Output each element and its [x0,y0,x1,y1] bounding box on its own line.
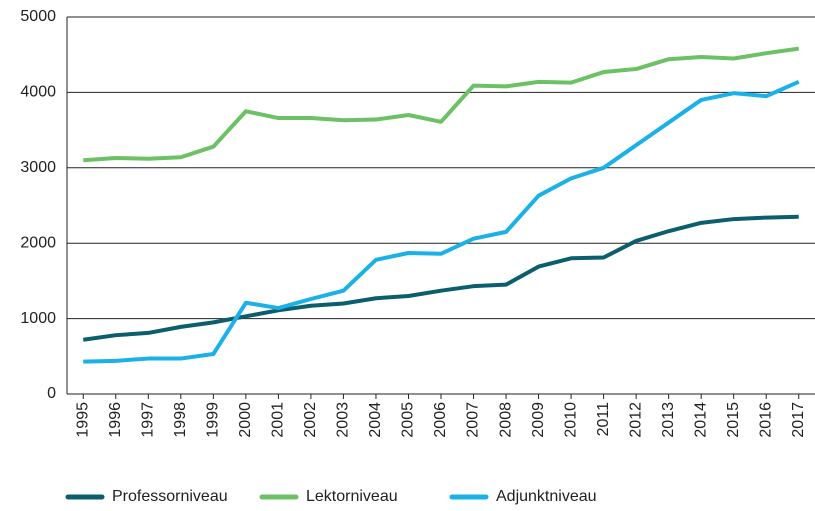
x-tick-label: 2017 [790,402,807,438]
x-tick-label: 2014 [692,402,709,438]
y-tick-label: 5000 [20,8,56,25]
x-tick-label: 1997 [140,402,157,438]
legend-label: Adjunktniveau [496,488,597,505]
x-tick-label: 2001 [270,402,287,438]
x-tick-label: 2016 [757,402,774,438]
x-tick-label: 2009 [530,402,547,438]
x-tick-label: 2004 [367,402,384,438]
y-tick-label: 3000 [20,159,56,176]
line [83,80,800,364]
x-tick-label: 2005 [400,402,417,438]
y-tick-label: 4000 [20,84,56,101]
legend-label: Professorniveau [112,488,228,505]
legend-label: Lektorniveau [306,488,398,505]
x-tick-label: 2015 [725,402,742,438]
x-tick-label: 2012 [627,402,644,438]
x-tick-label: 2003 [335,402,352,438]
line [83,46,800,163]
line [82,214,799,342]
x-tick-label: 2002 [302,402,319,438]
x-tick-label: 2000 [237,402,254,438]
y-tick-label: 0 [47,385,56,402]
x-tick-label: 1995 [74,402,91,438]
x-tick-label: 2013 [660,402,677,438]
x-tick-label: 2011 [595,402,612,437]
x-tick-label: 1999 [205,402,222,438]
y-tick-label: 1000 [20,310,56,327]
x-tick-label: 2006 [432,402,449,438]
x-tick-label: 2008 [497,402,514,438]
x-tick-label: 1998 [172,402,189,438]
x-tick-label: 2007 [465,402,482,438]
x-tick-label: 2010 [562,402,579,438]
x-tick-label: 1996 [107,402,124,438]
y-tick-label: 2000 [20,234,56,251]
